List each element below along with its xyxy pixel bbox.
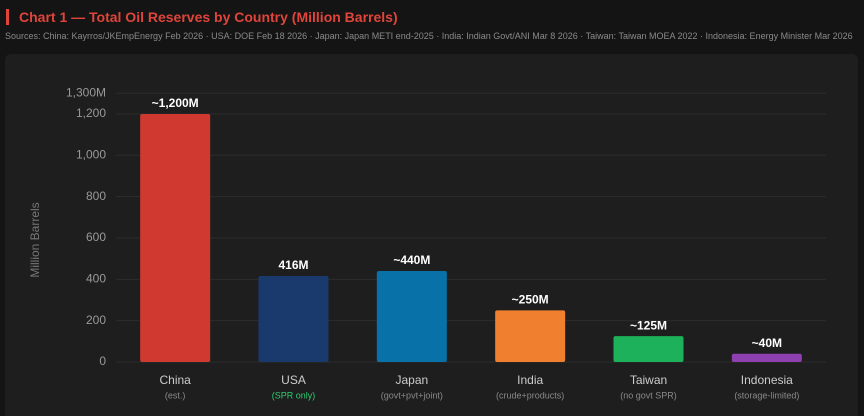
bar: [731, 353, 802, 362]
value-label: ~40M: [752, 336, 782, 350]
value-label: ~125M: [630, 318, 667, 332]
x-sublabel: (est.): [165, 390, 186, 400]
y-tick-label: 600: [86, 230, 106, 244]
bar: [376, 271, 447, 362]
bar: [258, 276, 329, 362]
x-tick-label: India: [517, 373, 543, 387]
y-axis-label: Million Barrels: [28, 202, 42, 277]
value-label: 416M: [278, 258, 308, 272]
chart-title: Chart 1 — Total Oil Reserves by Country …: [6, 9, 398, 25]
value-label: ~250M: [512, 292, 549, 306]
x-tick-label: Taiwan: [630, 373, 667, 387]
x-sublabel: (no govt SPR): [620, 390, 677, 400]
x-sublabel: (storage-limited): [734, 390, 799, 400]
y-tick-label: 200: [86, 313, 106, 327]
x-tick-label: Indonesia: [741, 373, 793, 387]
bar: [495, 310, 566, 362]
value-label: ~440M: [393, 253, 430, 267]
y-tick-label: 1,200: [76, 106, 106, 120]
x-tick-label: Japan: [395, 373, 428, 387]
x-tick-label: China: [159, 373, 191, 387]
x-sublabel: (govt+pvt+joint): [381, 390, 443, 400]
x-tick-label: USA: [281, 373, 306, 387]
y-tick-label: 1,000: [76, 147, 106, 161]
bar: [140, 113, 211, 362]
value-label: ~1,200M: [152, 96, 199, 110]
y-tick-label: 0: [99, 354, 106, 368]
x-sublabel: (crude+products): [496, 390, 564, 400]
bar: [613, 336, 684, 362]
x-sublabel: (SPR only): [272, 390, 316, 400]
y-tick-label: 800: [86, 189, 106, 203]
y-tick-label: 1,300M: [66, 85, 106, 99]
sources: Sources: China: Kayrros/JKEmpEnergy Feb …: [5, 31, 853, 41]
y-tick-label: 400: [86, 271, 106, 285]
